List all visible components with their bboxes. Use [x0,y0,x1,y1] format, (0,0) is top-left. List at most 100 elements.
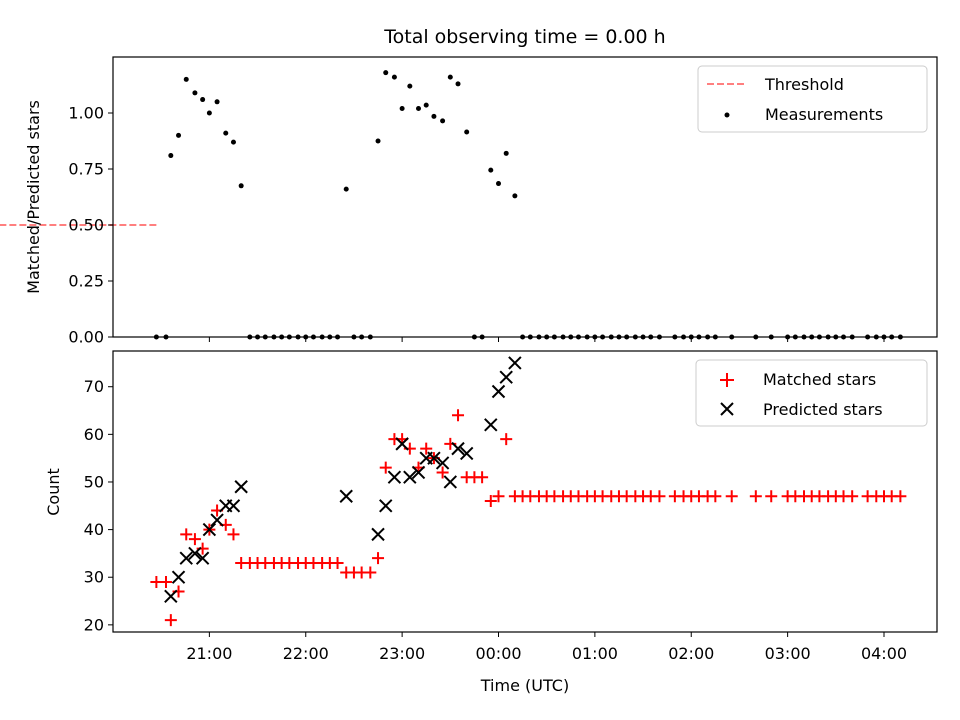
x-tick-label: 01:00 [572,644,618,663]
measurement-point [416,106,422,112]
matched-star-point [164,614,177,627]
measurement-point [447,74,453,80]
counts-y-axis-label: Count [44,468,63,516]
matched-star-point [492,490,505,503]
measurement-point [512,193,518,199]
x-tick-label: 03:00 [765,644,811,663]
matched-star-point [436,466,449,479]
predicted-star-point [499,370,513,384]
measurement-point [214,99,220,105]
counts-legend-box [695,359,928,427]
measurement-point [488,167,494,173]
counts-y-tick-label: 20 [84,615,104,634]
counts-y-tick-label: 70 [84,377,104,396]
predicted-legend-label: Predicted stars [763,400,883,419]
predicted-star-point [339,489,353,503]
predicted-star-point [427,451,441,465]
x-tick-label: 22:00 [283,644,329,663]
measurement-point [391,74,397,80]
ratio-y-tick-label: 1.00 [68,104,104,123]
measurement-point [223,130,229,136]
measurement-point [206,110,212,116]
matched-star-point [188,533,201,546]
predicted-star-point [195,551,210,565]
matched-legend-label: Matched stars [763,370,876,389]
counts-y-tick-label: 30 [84,568,104,587]
chart-title: Total observing time = 0.00 h [383,26,665,48]
predicted-star-point [202,522,217,537]
predicted-star-point [179,551,193,565]
matched-star-point [725,490,738,503]
matched-star-point [709,490,722,503]
predicted-star-point [371,527,385,542]
matched-star-point [379,461,392,474]
ratio-y-tick-label: 0.50 [68,216,104,235]
measurement-point [455,81,461,87]
matched-star-point [749,490,762,503]
predicted-star-point [459,446,474,461]
counts-panel-frame [112,350,938,633]
ratio-y-axis-label: Matched/Predicted stars [24,100,43,294]
measurement-point [238,183,244,189]
matched-star-point [227,528,240,541]
measurement-point [183,76,189,82]
predicted-star-point [164,589,178,603]
measurement-point [407,83,413,89]
predicted-star-point [395,437,409,451]
ratio-legend: Threshold Measurements [697,65,928,133]
measurements-legend-label: Measurements [765,105,883,124]
matched-star-point [364,566,377,579]
measurements-legend-swatch [724,112,730,118]
predicted-star-point [387,470,402,484]
predicted-star-point [508,356,522,370]
predicted-star-point [451,441,465,456]
counts-y-tick-label: 50 [84,472,104,491]
predicted-star-point [491,384,506,399]
predicted-star-point [435,456,450,470]
measurement-point [230,139,236,145]
predicted-star-point [210,513,224,527]
threshold-legend-label: Threshold [764,75,844,94]
predicted-star-point [484,418,498,432]
measurement-point [503,150,509,156]
ratio-y-tick-label: 0.00 [68,328,104,347]
measurement-point [200,97,206,103]
matched-legend-swatch [720,373,734,387]
x-tick-label: 02:00 [668,644,714,663]
predicted-star-point [443,475,458,489]
ratio-panel: 0.00 0.25 0.50 0.75 1.00 Matched/Predicted s… [0,56,938,347]
measurement-point [375,138,381,144]
ratio-y-tick-label: 0.75 [68,160,104,179]
predicted-star-point [188,546,202,561]
matched-star-point [846,490,859,503]
matched-star-point [653,490,666,503]
measurement-point [495,181,501,187]
x-tick-label: 04:00 [861,644,907,663]
measurement-point [192,90,198,96]
matched-star-point [765,490,778,503]
x-axis-label: Time (UTC) [480,676,569,695]
ratio-panel-frame [112,56,938,338]
measurement-point [431,113,437,119]
counts-panel: 20 30 40 50 60 70 21:00 22:00 23:00 00:00 01:00 02:… [44,350,938,695]
matched-star-point [372,552,385,565]
measurement-point [440,118,446,124]
matched-star-point [420,442,433,455]
ratio-legend-box [697,65,928,133]
predicted-legend-swatch [720,402,734,416]
predicted-star-point [411,465,426,480]
measurement-point [343,186,349,192]
predicted-star-point [226,499,241,513]
matched-star-point [160,575,173,588]
measurement-point [399,106,405,112]
matched-star-point [894,490,907,503]
x-tick-label: 00:00 [475,644,521,663]
measurement-point [176,132,182,138]
predicted-star-point [403,470,417,484]
measurement-point [168,153,174,159]
measurement-point [464,129,470,135]
predicted-star-point [379,499,393,513]
matched-star-point [452,409,465,422]
matched-star-point [180,528,193,541]
